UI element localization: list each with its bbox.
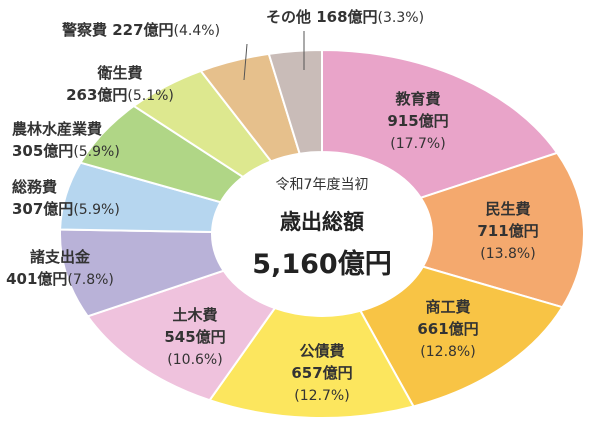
label-agriculture: 農林水産業費 305億円(5.9%) bbox=[12, 120, 120, 160]
label-value: 915億円 bbox=[387, 112, 448, 130]
label-value: 401億円 bbox=[6, 270, 67, 288]
donut-slices bbox=[59, 48, 585, 419]
label-name: 総務費 bbox=[12, 178, 57, 196]
label-pct: (7.8%) bbox=[67, 272, 114, 288]
label-name: 諸支出金 bbox=[30, 248, 91, 266]
center-title: 令和7年度当初 bbox=[276, 176, 369, 193]
label-value: 307億円 bbox=[12, 200, 73, 218]
label-value: 545億円 bbox=[164, 328, 225, 346]
label-pct: (12.7%) bbox=[294, 388, 349, 404]
label-name: 商工費 bbox=[425, 298, 470, 316]
label-name: 土木費 bbox=[172, 306, 217, 324]
label-hygiene: 衛生費 263億円(5.1%) bbox=[66, 64, 174, 104]
label-general-affairs: 総務費 307億円(5.9%) bbox=[12, 178, 120, 218]
label-pct: (5.1%) bbox=[127, 88, 174, 104]
slice-public-debt bbox=[208, 306, 416, 419]
slice-education bbox=[321, 48, 559, 200]
label-pct: (3.3%) bbox=[378, 10, 425, 26]
label-pct: (10.6%) bbox=[167, 352, 222, 368]
label-civil-eng: 土木費 545億円 (10.6%) bbox=[164, 306, 225, 368]
center-subtitle: 歳出総額 bbox=[280, 210, 364, 234]
label-name: 公債費 bbox=[299, 342, 344, 360]
label-other: その他 168億円(3.3%) bbox=[266, 8, 424, 26]
label-education: 教育費 915億円 (17.7%) bbox=[387, 90, 448, 152]
label-name: 民生費 bbox=[485, 200, 530, 218]
label-public-debt: 公債費 657億円 (12.7%) bbox=[291, 342, 352, 404]
slice-welfare bbox=[419, 151, 585, 309]
label-commerce: 商工費 661億円 (12.8%) bbox=[417, 298, 478, 360]
slice-other bbox=[267, 48, 323, 155]
label-value: 305億円 bbox=[12, 142, 73, 160]
label-name: 教育費 bbox=[394, 90, 440, 108]
label-leader-lines bbox=[243, 31, 305, 81]
label-name: 衛生費 bbox=[96, 64, 142, 82]
center-label: 令和7年度当初 歳出総額 5,160億円 bbox=[252, 176, 391, 280]
label-name: 警察費 bbox=[61, 21, 112, 39]
leader-line-police bbox=[243, 43, 248, 81]
slice-labels: 教育費 915億円 (17.7%) 民生費 711億円 (13.8%) 商工費 661億円 (1… bbox=[6, 8, 539, 404]
label-name: 農林水産業費 bbox=[12, 120, 102, 138]
label-pct: (12.8%) bbox=[420, 344, 475, 360]
label-pct: (4.4%) bbox=[174, 23, 221, 39]
label-name: その他 bbox=[266, 8, 316, 26]
slice-commerce bbox=[358, 265, 564, 408]
label-value: 227億円 bbox=[112, 21, 173, 39]
label-pct: (5.9%) bbox=[73, 144, 120, 160]
label-pct: (13.8%) bbox=[480, 246, 535, 262]
label-pct: (17.7%) bbox=[390, 136, 445, 152]
label-value: 657億円 bbox=[291, 364, 352, 382]
label-police: 警察費 227億円(4.4%) bbox=[61, 21, 220, 39]
label-value: 263億円 bbox=[66, 86, 127, 104]
label-misc-expend: 諸支出金 401億円(7.8%) bbox=[6, 248, 114, 288]
center-total: 5,160億円 bbox=[252, 249, 391, 280]
label-welfare: 民生費 711億円 (13.8%) bbox=[477, 200, 538, 262]
label-value: 711億円 bbox=[477, 222, 538, 240]
label-pct: (5.9%) bbox=[73, 202, 120, 218]
label-value: 661億円 bbox=[417, 320, 478, 338]
label-value: 168億円 bbox=[316, 8, 377, 26]
